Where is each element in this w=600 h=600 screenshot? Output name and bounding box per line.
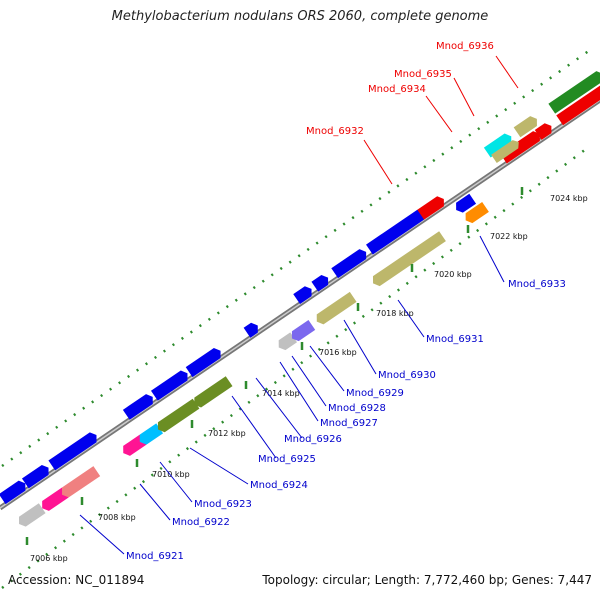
- gene-bar: [21, 464, 49, 489]
- gene-label-mnod-6928[interactable]: Mnod_6928: [328, 403, 386, 414]
- gene-label-mnod-6926[interactable]: Mnod_6926: [284, 434, 342, 445]
- tick-label: 7010 kbp: [152, 470, 190, 479]
- gene-bar: [291, 320, 316, 342]
- gene-label-mnod-6927[interactable]: Mnod_6927: [320, 418, 378, 429]
- gene-label-mnod-6924[interactable]: Mnod_6924: [250, 480, 308, 491]
- gene-label-mnod-6923[interactable]: Mnod_6923: [194, 499, 252, 510]
- lower-strand-genes: [18, 193, 489, 527]
- tick-label: 7024 kbp: [550, 194, 588, 203]
- gene-label-mnod-6930[interactable]: Mnod_6930: [378, 370, 436, 381]
- gene-bar: [491, 140, 519, 164]
- tick-markers: [25, 187, 524, 545]
- accession-text: Accession: NC_011894: [8, 573, 145, 587]
- gene-label-mnod-6934[interactable]: Mnod_6934: [368, 84, 426, 95]
- gene-bar: [417, 196, 444, 220]
- gene-bar: [513, 116, 537, 138]
- gene-bar: [122, 394, 153, 420]
- gene-bar: [456, 193, 477, 213]
- gene-bar: [0, 480, 26, 505]
- dotted-track-lines: [1, 48, 591, 589]
- tick-label: 7022 kbp: [490, 232, 528, 241]
- tick-label: 7018 kbp: [376, 309, 414, 318]
- tick-label: 7012 kbp: [208, 429, 246, 438]
- gene-label-mnod-6936[interactable]: Mnod_6936: [436, 41, 494, 52]
- gene-label-mnod-6935[interactable]: Mnod_6935: [394, 69, 452, 80]
- gene-label-mnod-6931[interactable]: Mnod_6931: [426, 334, 484, 345]
- gene-bar: [185, 348, 221, 378]
- gene-label-mnod-6933[interactable]: Mnod_6933: [508, 279, 566, 290]
- highlight-leader-lines: [363, 55, 519, 185]
- tick-label: 7006 kbp: [30, 554, 68, 563]
- gene-bar: [293, 286, 312, 304]
- gene-bar: [556, 82, 600, 126]
- gene-bar: [243, 322, 258, 338]
- gene-bar: [548, 71, 600, 114]
- gene-bar: [157, 398, 200, 433]
- gene-bar: [500, 131, 540, 164]
- gene-bar: [18, 503, 46, 527]
- tick-label: 7016 kbp: [319, 348, 357, 357]
- gene-bar: [366, 209, 425, 255]
- gene-bar: [483, 133, 512, 158]
- gene-label-mnod-6925[interactable]: Mnod_6925: [258, 454, 316, 465]
- gene-label-mnod-6932[interactable]: Mnod_6932: [306, 126, 364, 137]
- tick-label: 7014 kbp: [262, 389, 300, 398]
- gene-label-mnod-6929[interactable]: Mnod_6929: [346, 388, 404, 399]
- gene-bar: [194, 376, 233, 408]
- tick-label: 7008 kbp: [98, 513, 136, 522]
- gene-label-mnod-6921[interactable]: Mnod_6921: [126, 551, 184, 562]
- gene-bar: [150, 370, 188, 401]
- upper-strand-genes: [0, 71, 600, 505]
- genome-summary-text: Topology: circular; Length: 7,772,460 bp…: [262, 573, 592, 587]
- gene-bar: [331, 249, 367, 279]
- gene-bar: [139, 423, 164, 445]
- gene-bar: [372, 231, 446, 287]
- map-title: Methylobacterium nodulans ORS 2060, comp…: [111, 9, 489, 24]
- gene-bar: [48, 432, 97, 471]
- gene-bar: [465, 201, 489, 224]
- gene-label-mnod-6922[interactable]: Mnod_6922: [172, 517, 230, 528]
- tick-label: 7020 kbp: [434, 270, 472, 279]
- gene-bar: [311, 274, 329, 292]
- label-leader-lines: [79, 235, 505, 555]
- gene-bar: [316, 291, 357, 325]
- gene-bar: [534, 123, 552, 140]
- gene-bar: [61, 466, 101, 498]
